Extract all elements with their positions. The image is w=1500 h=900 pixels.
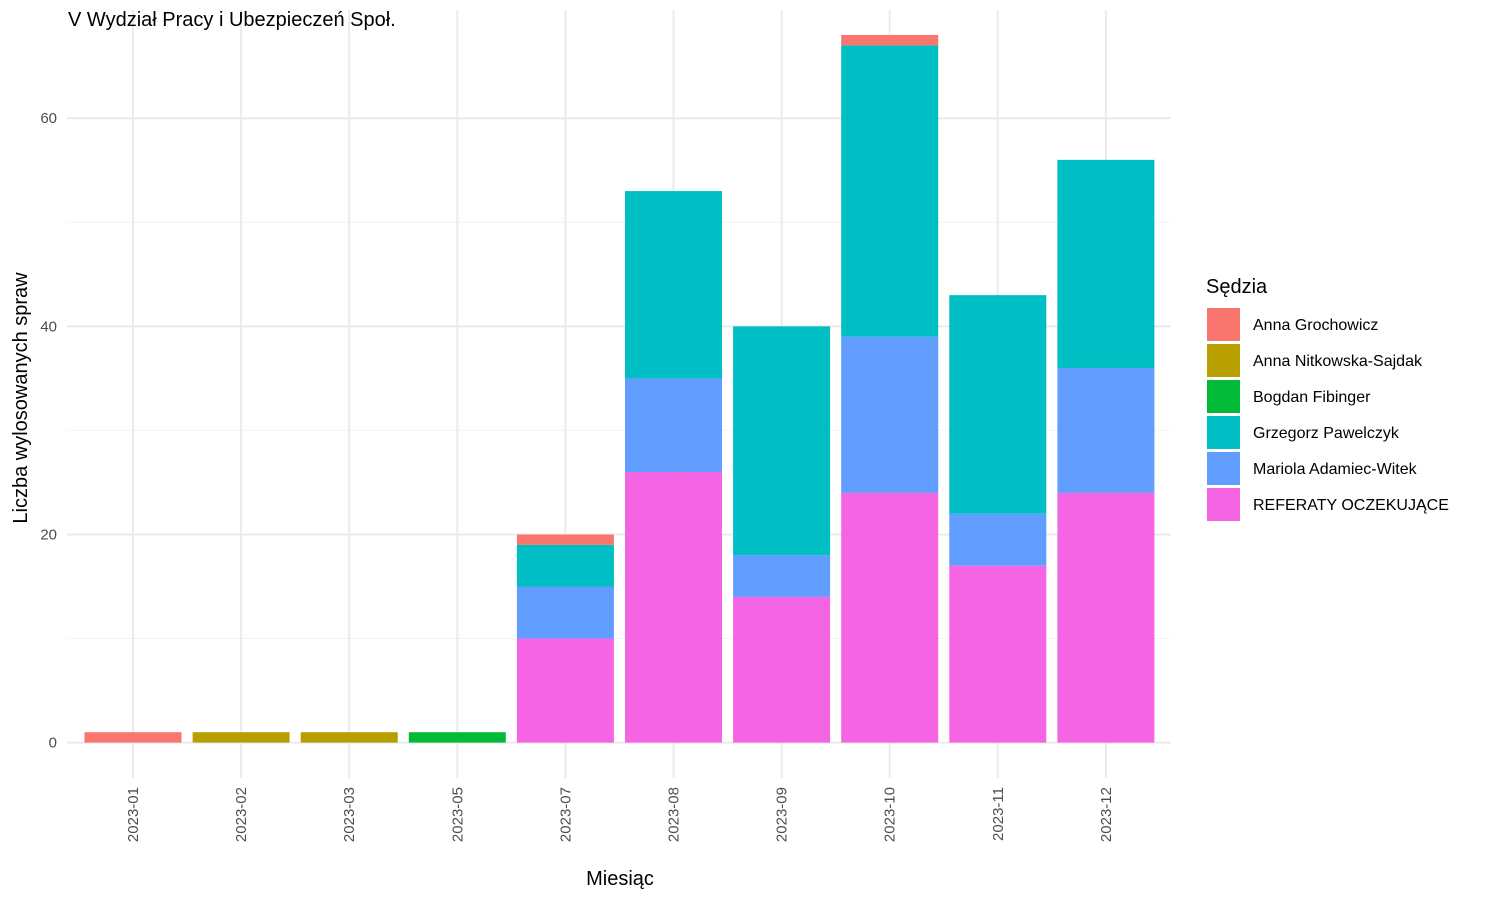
y-tick-label: 0: [49, 735, 57, 752]
bar-segment: [516, 586, 614, 639]
legend-label: REFERATY OCZEKUJĄCE: [1253, 497, 1449, 514]
y-tick-label: 20: [40, 526, 57, 543]
bar-segment: [733, 596, 831, 743]
x-axis-title: Miesiąc: [586, 868, 654, 890]
bar-segment: [841, 492, 939, 743]
y-tick-label: 60: [40, 110, 57, 127]
bar-segment: [408, 732, 506, 743]
legend-key: [1207, 308, 1240, 341]
legend-title: Sędzia: [1206, 276, 1268, 298]
bar-segment: [625, 472, 722, 743]
bar-segment: [192, 732, 290, 743]
legend-label: Anna Nitkowska-Sajdak: [1253, 353, 1423, 370]
bar-segment: [516, 638, 614, 743]
bar-segment: [84, 732, 182, 743]
legend-key: [1207, 344, 1240, 377]
y-axis-ticks: 0 20 40 60: [40, 110, 57, 751]
x-tick-label: 2023-05: [449, 787, 466, 842]
bar-segment: [300, 732, 398, 743]
y-tick-label: 40: [40, 318, 57, 335]
bar-segment: [841, 336, 939, 493]
bar-segment: [625, 378, 722, 473]
bar-segment: [516, 544, 614, 587]
bar-segment: [949, 565, 1047, 743]
legend-key: [1207, 452, 1240, 485]
x-tick-label: 2023-12: [1098, 787, 1115, 842]
bar-segment: [841, 45, 939, 337]
legend-label: Bogdan Fibinger: [1253, 389, 1371, 406]
legend-label: Mariola Adamiec-Witek: [1253, 461, 1418, 478]
bar-segment: [1057, 159, 1155, 368]
bar-segment: [949, 513, 1047, 566]
legend: Sędzia Anna Grochowicz Anna Nitkowska-Saj…: [1206, 276, 1449, 521]
x-axis-ticks: 2023-01 2023-02 2023-03 2023-05 2023-07 2023-…: [125, 787, 1115, 842]
legend-key: [1207, 416, 1240, 449]
x-tick-label: 2023-02: [233, 787, 250, 842]
x-tick-label: 2023-07: [557, 787, 574, 842]
bars: [84, 34, 1155, 743]
x-tick-label: 2023-11: [990, 787, 1007, 841]
legend-label: Anna Grochowicz: [1253, 317, 1378, 334]
bar-segment: [625, 191, 722, 379]
x-tick-label: 2023-09: [774, 787, 791, 842]
y-axis-title: Liczba wylosowanych spraw: [10, 272, 32, 524]
legend-key: [1207, 380, 1240, 413]
bar-segment: [733, 555, 831, 597]
legend-key: [1207, 488, 1240, 521]
bar-segment: [841, 34, 939, 46]
x-tick-label: 2023-01: [125, 787, 142, 842]
bar-segment: [949, 295, 1047, 514]
x-tick-label: 2023-10: [882, 787, 899, 842]
x-tick-label: 2023-08: [666, 787, 683, 842]
bar-segment: [1057, 367, 1155, 493]
x-tick-label: 2023-03: [341, 787, 358, 842]
bar-segment: [1057, 492, 1155, 743]
legend-label: Grzegorz Pawelczyk: [1253, 425, 1400, 442]
bar-segment: [733, 326, 831, 556]
chart-title: V Wydział Pracy i Ubezpieczeń Społ.: [68, 9, 396, 31]
bar-segment: [516, 534, 614, 545]
